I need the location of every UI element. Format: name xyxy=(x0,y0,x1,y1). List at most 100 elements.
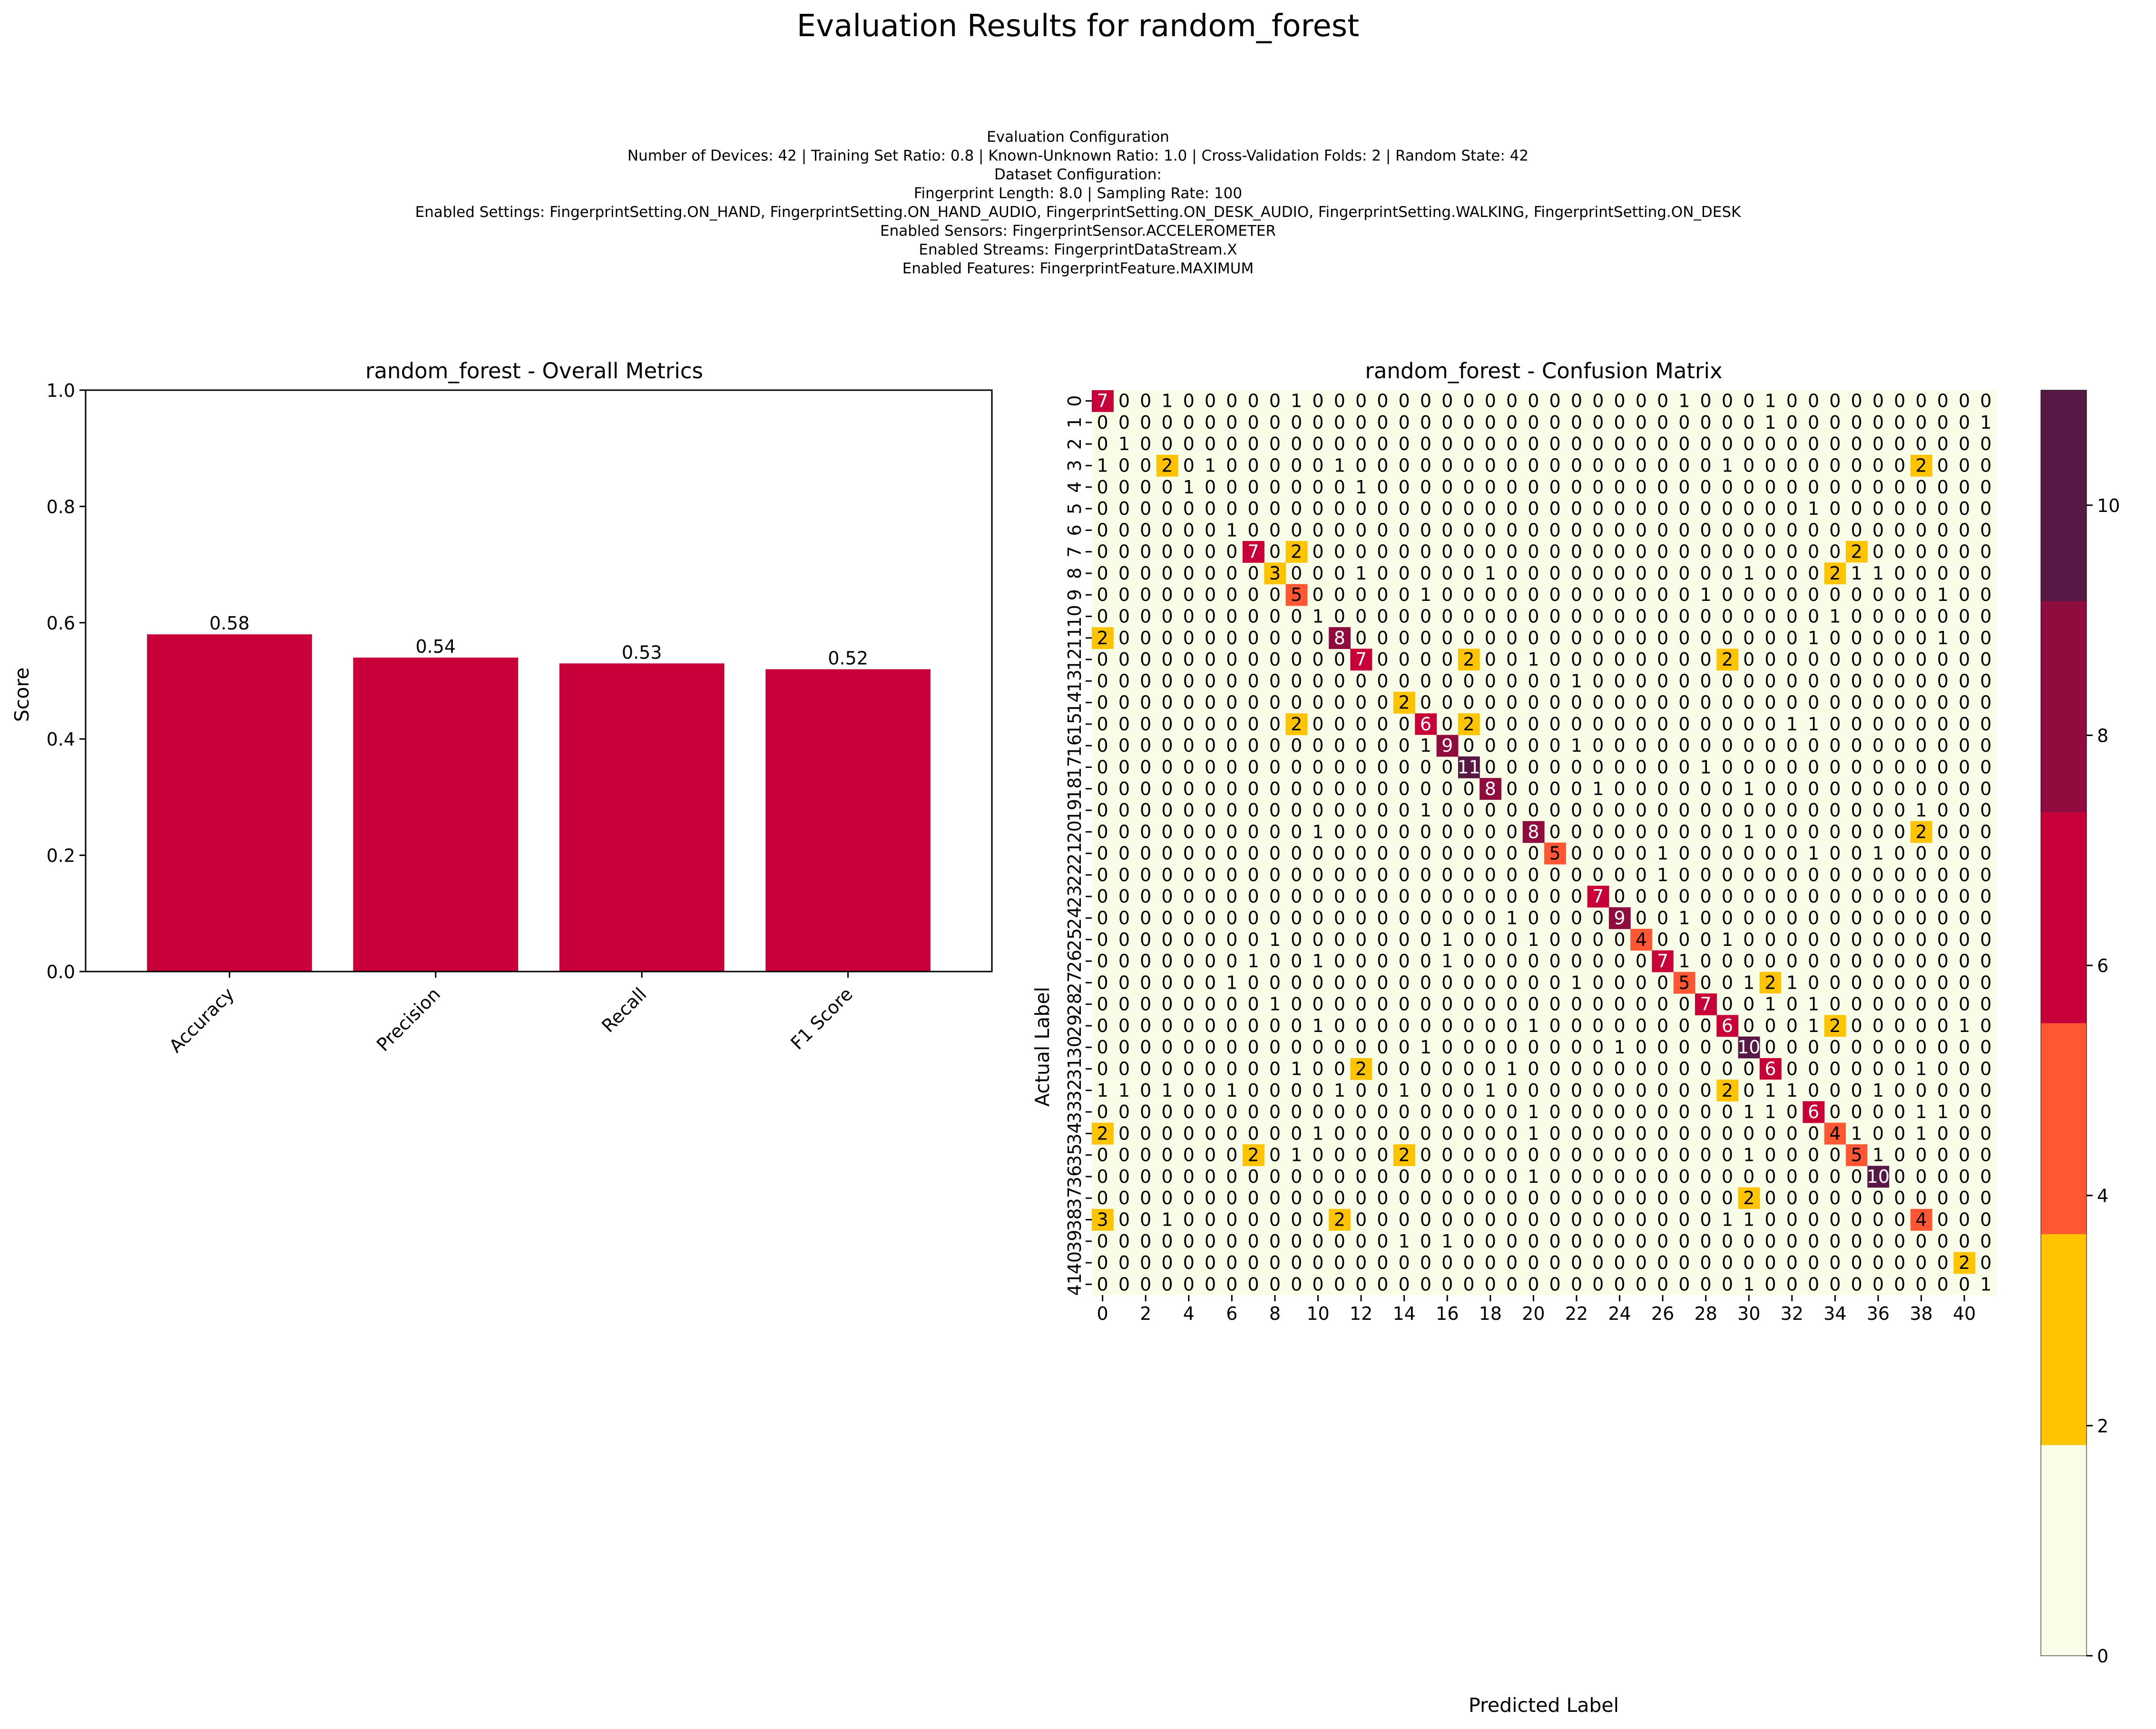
heatmap-cell-value: 0 xyxy=(1183,670,1195,691)
heatmap-cell-value: 0 xyxy=(1786,994,1798,1015)
heatmap-cell-value: 0 xyxy=(1248,1231,1259,1252)
heatmap-cell-value: 0 xyxy=(1248,929,1259,950)
heatmap-cell-value: 0 xyxy=(1851,455,1862,476)
heatmap-cell-value: 0 xyxy=(1636,412,1647,433)
heatmap-cell-value: 0 xyxy=(1980,391,1991,412)
heatmap-cell-value: 0 xyxy=(1657,821,1668,842)
heatmap-cell-value: 0 xyxy=(1334,757,1345,778)
heatmap-cell-value: 0 xyxy=(1722,972,1733,993)
heatmap-cell-value: 0 xyxy=(1636,391,1647,412)
heatmap-cell-value: 1 xyxy=(1485,1080,1496,1101)
heatmap-cell-value: 0 xyxy=(1399,821,1410,842)
heatmap-cell-value: 2 xyxy=(1355,1059,1367,1080)
heatmap-cell-value: 0 xyxy=(1355,670,1367,691)
heatmap-cell-value: 0 xyxy=(1678,1188,1690,1208)
heatmap-cell-value: 0 xyxy=(1463,1274,1474,1295)
heatmap-cell-value: 0 xyxy=(1161,1015,1173,1036)
heatmap-cell-value: 0 xyxy=(1764,541,1776,562)
heatmap-cell-value: 0 xyxy=(1636,563,1647,584)
heatmap-cell-value: 0 xyxy=(1183,1166,1195,1187)
heatmap-cell-value: 0 xyxy=(1614,498,1625,519)
heatmap-cell-value: 0 xyxy=(1506,391,1518,412)
heatmap-cell xyxy=(1501,907,1523,929)
heatmap-cell-value: 0 xyxy=(1441,391,1453,412)
heatmap-cell-value: 0 xyxy=(1786,908,1798,929)
heatmap-cell-value: 0 xyxy=(1334,800,1345,821)
heatmap-cell-value: 0 xyxy=(1420,477,1431,498)
heatmap-cell-value: 0 xyxy=(1614,757,1625,778)
heatmap-cell-value: 0 xyxy=(1441,864,1453,885)
heatmap-cell-value: 0 xyxy=(1140,1015,1151,1036)
heatmap-cell-value: 0 xyxy=(1851,1059,1862,1080)
heatmap-cell-value: 0 xyxy=(1937,541,1949,562)
heatmap-cell-value: 0 xyxy=(1355,735,1367,756)
heatmap-cell-value: 0 xyxy=(1722,1059,1733,1080)
heatmap-cell-value: 0 xyxy=(1399,1015,1410,1036)
heatmap-cell-value: 0 xyxy=(1851,843,1862,864)
heatmap-cell-value: 0 xyxy=(1829,929,1841,950)
heatmap-cell-value: 0 xyxy=(1872,735,1884,756)
heatmap-cell-value: 0 xyxy=(1161,433,1173,454)
heatmap-cell-value: 0 xyxy=(1248,843,1259,864)
heatmap-cell-value: 0 xyxy=(1614,412,1625,433)
heatmap-cell-value: 0 xyxy=(1915,1274,1927,1295)
heatmap-cell-value: 0 xyxy=(1269,778,1281,799)
heatmap-cell-value: 0 xyxy=(1291,886,1302,907)
heatmap-cell-value: 0 xyxy=(1829,584,1841,605)
heatmap-cell-value: 0 xyxy=(1399,477,1410,498)
heatmap-cell-value: 0 xyxy=(1485,1166,1496,1187)
heatmap-cell-value: 0 xyxy=(1592,1037,1604,1058)
heatmap-cell-value: 0 xyxy=(1140,606,1151,627)
heatmap-cell-value: 0 xyxy=(1636,972,1647,993)
heatmap-cell-value: 0 xyxy=(1571,520,1582,540)
heatmap-cell-value: 0 xyxy=(1915,972,1927,993)
heatmap-cell-value: 0 xyxy=(1571,498,1582,519)
heatmap-cell-value: 0 xyxy=(1571,1166,1582,1187)
heatmap-cell-value: 2 xyxy=(1722,1080,1733,1101)
heatmap-y-tick-label: 7 xyxy=(1064,546,1085,558)
heatmap-cell-value: 0 xyxy=(1183,1252,1195,1273)
heatmap-cell-value: 0 xyxy=(1851,692,1862,713)
heatmap-cell-value: 0 xyxy=(1636,541,1647,562)
heatmap-cell-value: 0 xyxy=(1485,520,1496,540)
heatmap-cell xyxy=(1846,541,1868,563)
heatmap-cell-value: 0 xyxy=(1937,649,1949,670)
heatmap-cell-value: 0 xyxy=(1829,391,1841,412)
heatmap-cell-value: 0 xyxy=(1980,541,1991,562)
heatmap-cell-value: 2 xyxy=(1463,649,1474,670)
heatmap-cell-value: 0 xyxy=(1291,1188,1302,1208)
heatmap-cell-value: 0 xyxy=(1485,628,1496,648)
heatmap-cell-value: 0 xyxy=(1355,433,1367,454)
heatmap-cell-value: 0 xyxy=(1722,563,1733,584)
heatmap-cell xyxy=(1156,454,1178,477)
heatmap-cell-value: 0 xyxy=(1549,951,1561,972)
heatmap-cell-value: 0 xyxy=(1829,692,1841,713)
heatmap-cell xyxy=(1092,1208,1114,1231)
heatmap-cell-value: 0 xyxy=(1097,1231,1108,1252)
heatmap-cell-value: 0 xyxy=(1915,412,1927,433)
heatmap-cell-value: 0 xyxy=(1420,1080,1431,1101)
heatmap-cell-value: 9 xyxy=(1614,908,1625,929)
heatmap-cell xyxy=(1975,1273,1997,1296)
heatmap-cell-value: 0 xyxy=(1549,1037,1561,1058)
heatmap-cell-value: 0 xyxy=(1980,757,1991,778)
heatmap-cell-value: 0 xyxy=(1700,391,1712,412)
heatmap-cell-value: 0 xyxy=(1269,735,1281,756)
heatmap-cell xyxy=(1415,584,1437,606)
heatmap-cell xyxy=(1695,584,1717,606)
heatmap-cell-value: 0 xyxy=(1226,628,1237,648)
heatmap-cell xyxy=(1587,778,1609,800)
heatmap-cell xyxy=(1329,454,1351,477)
heatmap-cell-value: 0 xyxy=(1764,1123,1776,1144)
heatmap-cell-value: 0 xyxy=(1700,1145,1712,1166)
heatmap-cell-value: 0 xyxy=(1291,520,1302,540)
heatmap-y-tick-label: 30 xyxy=(1064,1036,1085,1059)
heatmap-cell-value: 0 xyxy=(1636,477,1647,498)
heatmap-cell-value: 0 xyxy=(1226,670,1237,691)
heatmap-cell-value: 0 xyxy=(1764,1166,1776,1187)
heatmap-cell-value: 0 xyxy=(1636,606,1647,627)
heatmap-cell-value: 0 xyxy=(1657,563,1668,584)
heatmap-cell xyxy=(1458,756,1480,778)
heatmap-cell-value: 0 xyxy=(1334,821,1345,842)
heatmap-cell-value: 0 xyxy=(1614,1231,1625,1252)
